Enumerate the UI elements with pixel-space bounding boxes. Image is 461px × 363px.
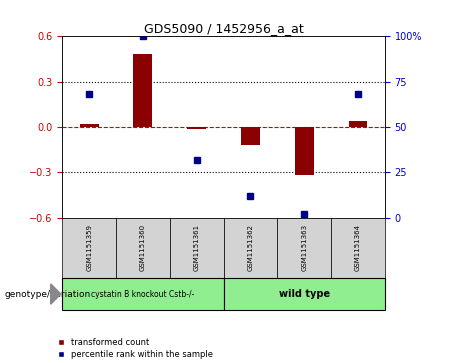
Bar <box>349 121 367 127</box>
Text: GSM1151364: GSM1151364 <box>355 224 361 271</box>
Bar <box>295 127 313 175</box>
Text: GSM1151360: GSM1151360 <box>140 224 146 271</box>
Text: GSM1151362: GSM1151362 <box>248 224 254 271</box>
Text: GSM1151361: GSM1151361 <box>194 224 200 271</box>
Bar <box>241 127 260 145</box>
Text: GSM1151359: GSM1151359 <box>86 224 92 271</box>
Text: cystatin B knockout Cstb-/-: cystatin B knockout Cstb-/- <box>91 290 195 298</box>
Title: GDS5090 / 1452956_a_at: GDS5090 / 1452956_a_at <box>144 22 303 35</box>
Bar <box>80 124 99 127</box>
Text: wild type: wild type <box>279 289 330 299</box>
Bar <box>134 54 152 127</box>
Text: GSM1151363: GSM1151363 <box>301 224 307 271</box>
Text: genotype/variation: genotype/variation <box>5 290 91 298</box>
Bar <box>187 127 206 129</box>
Legend: transformed count, percentile rank within the sample: transformed count, percentile rank withi… <box>57 338 213 359</box>
